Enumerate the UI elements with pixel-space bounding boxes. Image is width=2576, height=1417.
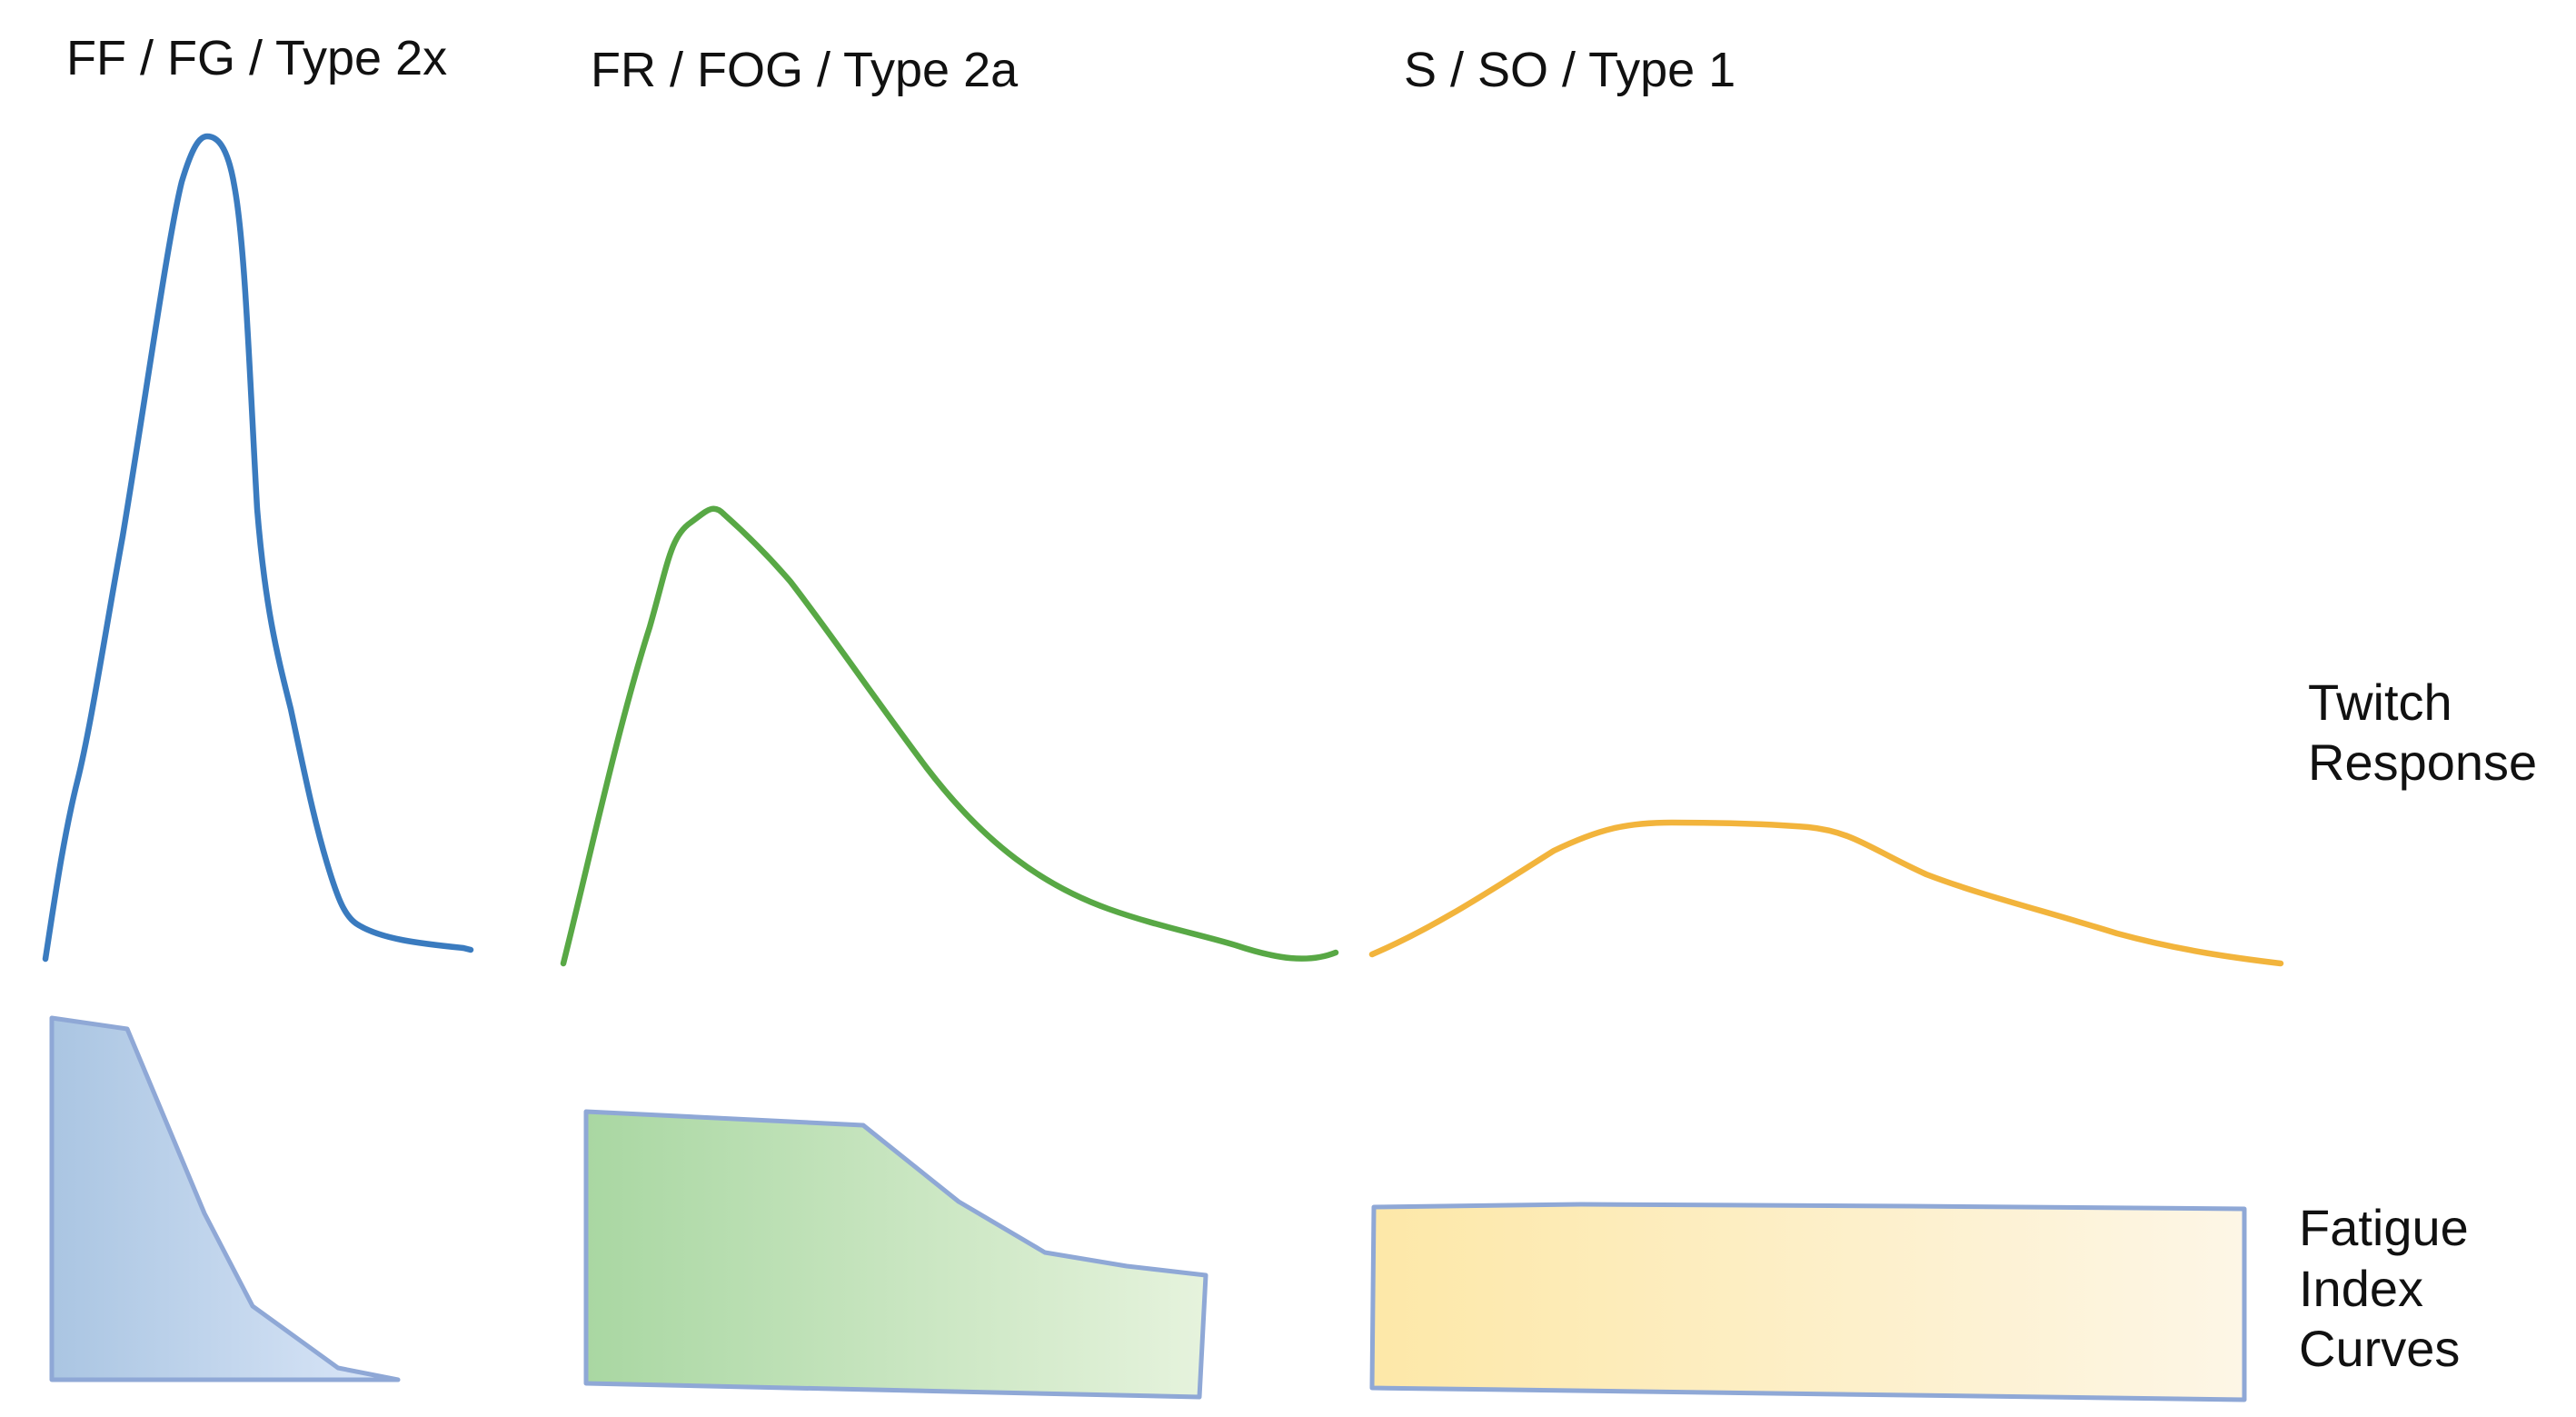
fatigue-shape-fr — [583, 1109, 1208, 1400]
fiber-label-fr: FR / FOG / Type 2a — [591, 43, 1019, 97]
fatigue-shape-so — [1369, 1202, 2247, 1402]
fiber-label-so: S / SO / Type 1 — [1404, 43, 1736, 97]
twitch-curve-so — [1368, 819, 2284, 967]
twitch-response-label: Twitch — [2308, 674, 2452, 731]
fiber-label-ff: FF / FG / Type 2x — [66, 31, 447, 85]
fatigue-index-label-line2: Index — [2299, 1260, 2423, 1317]
fatigue-shape-ff — [49, 1015, 401, 1382]
fatigue-index-label: Fatigue — [2299, 1199, 2469, 1256]
twitch-curve-ff — [42, 133, 474, 963]
fatigue-index-label-line3: Curves — [2299, 1320, 2460, 1377]
twitch-response-label-line2: Response — [2308, 733, 2537, 791]
twitch-curve-fr — [560, 505, 1339, 967]
